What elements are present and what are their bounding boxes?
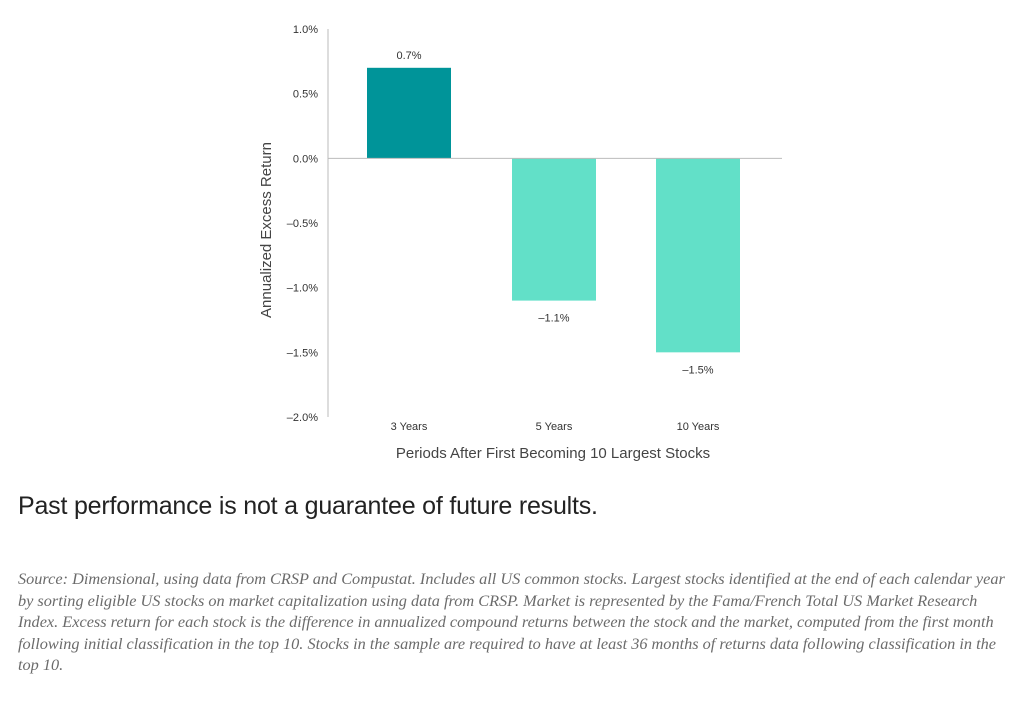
y-tick-label: 1.0% — [293, 24, 318, 36]
x-axis-title: Periods After First Becoming 10 Largest … — [396, 445, 710, 462]
x-category-label: 5 Years — [536, 421, 573, 433]
bar-value-label: –1.5% — [682, 364, 713, 376]
y-axis: 1.0% 0.5% 0.0% –0.5% –1.0% –1.5% –2.0% — [287, 24, 329, 424]
y-tick-label: 0.0% — [293, 153, 318, 165]
x-axis-categories: 3 Years 5 Years 10 Years — [391, 421, 720, 433]
y-tick-label: –2.0% — [287, 412, 318, 424]
bar-chart: 1.0% 0.5% 0.0% –0.5% –1.0% –1.5% –2.0% 0.7% –1.… — [258, 24, 782, 462]
bar-value-label: 0.7% — [396, 50, 421, 62]
bar — [512, 158, 596, 301]
y-tick-label: –0.5% — [287, 218, 318, 230]
y-tick-label: –1.5% — [287, 347, 318, 359]
bar — [367, 67, 451, 159]
data-labels: 0.7% –1.1% –1.5% — [396, 50, 713, 377]
y-tick-label: –1.0% — [287, 283, 318, 295]
bars — [367, 67, 740, 353]
bar-value-label: –1.1% — [538, 313, 569, 325]
source-note: Source: Dimensional, using data from CRS… — [18, 569, 1005, 675]
bar — [656, 158, 740, 353]
x-category-label: 10 Years — [677, 421, 720, 433]
disclaimer-text: Past performance is not a guarantee of f… — [18, 492, 598, 520]
y-axis-title: Annualized Excess Return — [258, 142, 275, 318]
y-tick-label: 0.5% — [293, 89, 318, 101]
x-category-label: 3 Years — [391, 421, 428, 433]
